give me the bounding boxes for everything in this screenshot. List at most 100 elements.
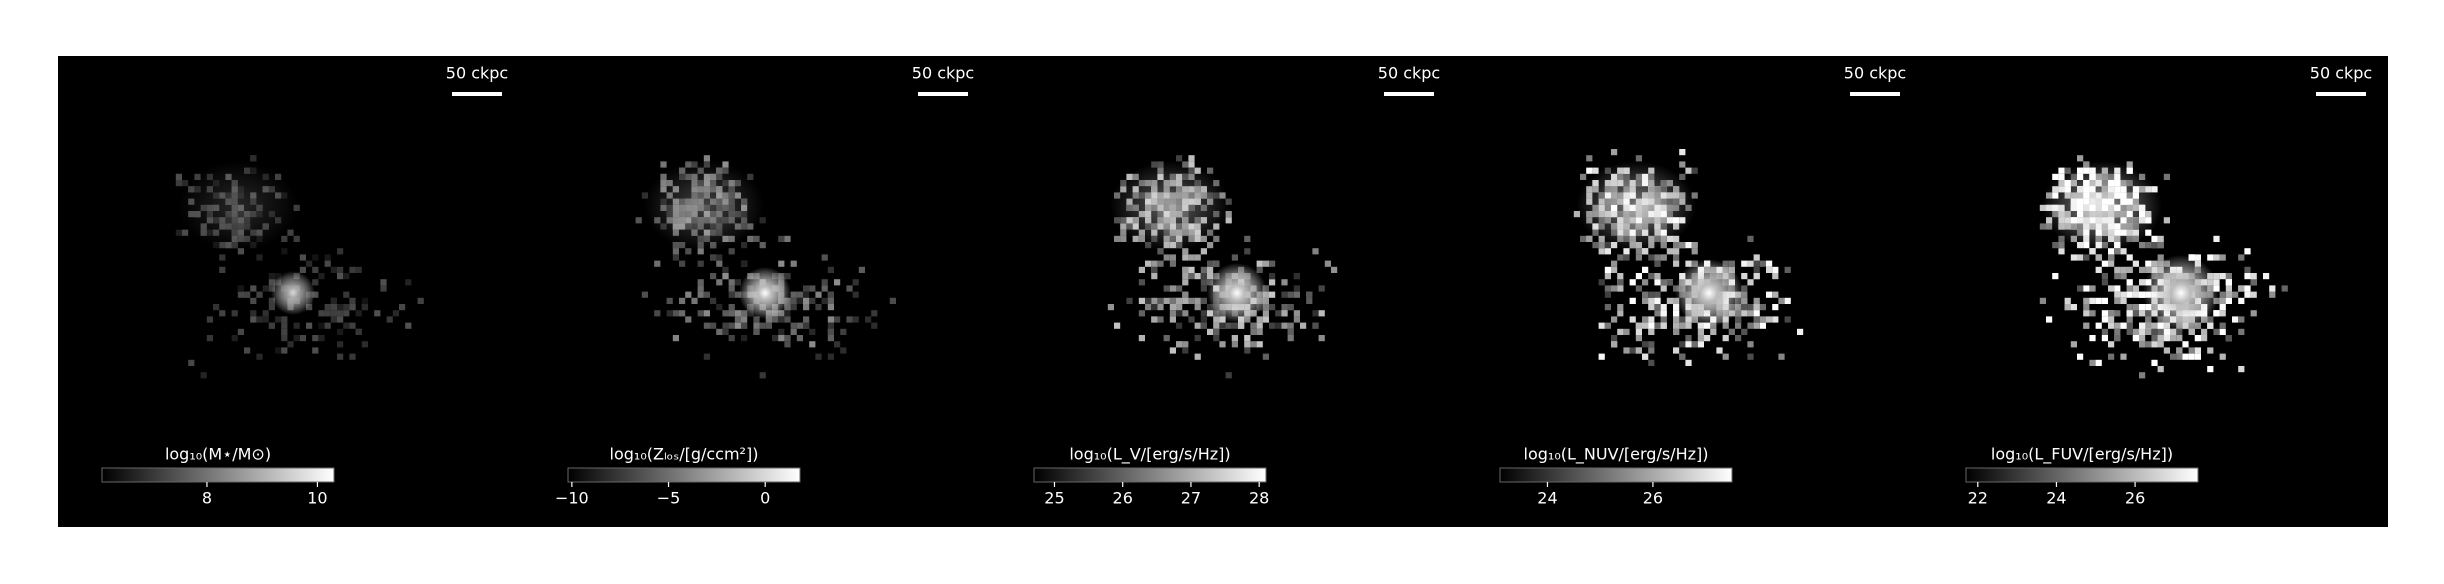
pixel: [2176, 353, 2183, 360]
pixel: [337, 328, 344, 335]
pixel: [1753, 316, 1760, 323]
pixel: [2114, 285, 2121, 292]
pixel: [2151, 359, 2158, 366]
pixel: [1318, 285, 1325, 292]
pixel: [1604, 291, 1611, 298]
pixel: [871, 322, 878, 329]
pixel: [1151, 266, 1158, 273]
pixel: [1244, 341, 1251, 348]
pixel: [1293, 273, 1300, 280]
pixel: [2238, 297, 2245, 304]
pixel: [778, 335, 785, 342]
galaxy-image: [1107, 155, 1338, 379]
pixel: [1691, 341, 1698, 348]
pixel: [1642, 279, 1649, 286]
scale-bar: [452, 92, 502, 96]
pixel: [703, 291, 710, 298]
colorbar-tick-label: 26: [1113, 489, 1133, 508]
pixel: [2207, 347, 2214, 354]
pixel: [759, 217, 766, 224]
pixel: [1642, 322, 1649, 329]
pixel: [268, 304, 275, 311]
pixel: [1611, 341, 1618, 348]
pixel: [1604, 304, 1611, 311]
pixel: [2201, 328, 2208, 335]
pixel: [1735, 310, 1742, 317]
pixel: [1604, 248, 1611, 255]
pixel: [1287, 335, 1294, 342]
pixel: [1697, 335, 1704, 342]
pixel: [1182, 291, 1189, 298]
pixel: [1753, 266, 1760, 273]
pixel: [1673, 304, 1680, 311]
pixel: [380, 285, 387, 292]
pixel: [374, 310, 381, 317]
pixel: [834, 316, 841, 323]
pixel: [2151, 322, 2158, 329]
pixel: [716, 260, 723, 267]
pixel: [722, 273, 729, 280]
pixel: [1685, 167, 1692, 174]
pixel: [2070, 254, 2077, 261]
pixel: [1679, 322, 1686, 329]
pixel: [2108, 353, 2115, 360]
pixel: [349, 304, 356, 311]
pixel: [1300, 322, 1307, 329]
pixel: [2219, 254, 2226, 261]
pixel: [1182, 310, 1189, 317]
pixel: [1138, 310, 1145, 317]
pixel: [1759, 316, 1766, 323]
pixel: [1169, 285, 1176, 292]
pixel: [778, 235, 785, 242]
pixel: [2157, 341, 2164, 348]
pixel: [2151, 335, 2158, 342]
pixel: [2145, 266, 2152, 273]
pixel: [1182, 279, 1189, 286]
pixel: [790, 291, 797, 298]
pixel: [635, 217, 642, 224]
pixel: [2083, 322, 2090, 329]
pixel: [703, 155, 710, 162]
pixel: [803, 316, 810, 323]
pixel: [2089, 297, 2096, 304]
pixel: [741, 316, 748, 323]
pixel: [2108, 322, 2115, 329]
pixel: [2145, 310, 2152, 317]
pixel: [1648, 304, 1655, 311]
pixel: [1207, 266, 1214, 273]
pixel: [1169, 347, 1176, 354]
pixel: [2114, 310, 2121, 317]
pixel: [1169, 297, 1176, 304]
pixel: [666, 310, 673, 317]
pixel: [1598, 248, 1605, 255]
pixel: [1604, 285, 1611, 292]
pixel: [1194, 297, 1201, 304]
pixel: [2120, 322, 2127, 329]
scale-label: 50 ckpc: [446, 64, 508, 83]
pixel: [2151, 260, 2158, 267]
pixel: [1716, 347, 1723, 354]
pixel: [312, 335, 319, 342]
pixel: [2219, 291, 2226, 298]
pixel: [299, 266, 306, 273]
pixel: [722, 328, 729, 335]
pixel: [1231, 335, 1238, 342]
pixel: [1741, 285, 1748, 292]
pixel: [2219, 322, 2226, 329]
pixel: [1262, 304, 1269, 311]
pixel: [827, 297, 834, 304]
pixel: [1629, 297, 1636, 304]
pixel: [237, 328, 244, 335]
pixel: [2176, 347, 2183, 354]
haze: [178, 161, 298, 251]
pixel: [716, 304, 723, 311]
pixel: [293, 235, 300, 242]
pixel: [2157, 242, 2164, 249]
pixel: [2157, 322, 2164, 329]
pixel: [790, 297, 797, 304]
pixel: [244, 347, 251, 354]
colorbar: [1965, 467, 2199, 483]
pixel: [1741, 273, 1748, 280]
pixel: [306, 322, 313, 329]
pixel: [268, 297, 275, 304]
